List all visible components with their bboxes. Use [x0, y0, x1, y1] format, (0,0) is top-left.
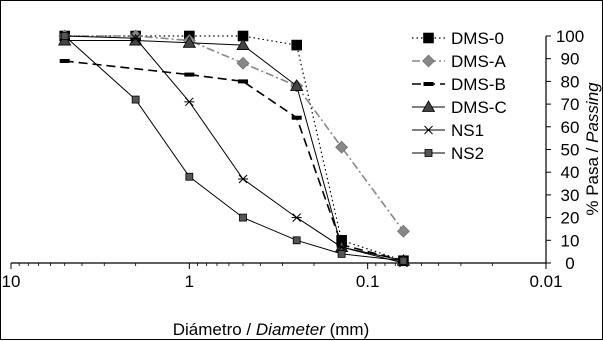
x-axis-title-italic: Diameter	[256, 320, 326, 339]
legend-label-ns2: NS2	[451, 144, 484, 163]
axes: 10 1 0.1 0.010 10 20 30 40 50 60 70 80 90 100	[2, 27, 585, 291]
data-point-dms-b	[184, 72, 195, 77]
series-dms-c	[57, 33, 411, 266]
series-line-dms-b	[64, 60, 404, 262]
y-tick-label: 100	[556, 27, 584, 46]
y-tick-label: 0	[565, 254, 574, 273]
legend: DMS-0 DMS-A DMS-B DMS-C NS1 NS2	[412, 29, 507, 163]
data-point-ns2	[399, 256, 408, 265]
data-point-dms-a	[236, 56, 250, 70]
series-line-dms-0	[64, 35, 404, 262]
x-axis-title-unit: (mm)	[325, 320, 369, 339]
y-tick-label: 60	[561, 118, 580, 137]
data-point-dms-c	[236, 38, 250, 50]
x-axis-title-plain: Diámetro /	[173, 320, 256, 339]
legend-label-ns1: NS1	[451, 121, 484, 140]
legend-item-ns1: NS1	[412, 121, 484, 140]
data-point-dms-a	[397, 224, 410, 238]
legend-item-ns2: NS2	[412, 144, 484, 163]
y-tick-label: 30	[561, 186, 580, 205]
legend-label-dms-c: DMS-C	[451, 98, 507, 117]
legend-marker-dms-c	[421, 100, 436, 112]
x-tick-label: 0.1	[356, 272, 380, 291]
x-tick-label: 0.01	[529, 272, 562, 291]
series-line-dms-a	[64, 35, 405, 232]
y-axis-title-plain: % Pasa /	[583, 143, 602, 216]
legend-marker-dms-a	[422, 54, 435, 68]
data-point-ns2	[292, 236, 301, 245]
series-line-dms-c	[64, 40, 404, 262]
data-point-ns2	[131, 95, 140, 104]
legend-label-dms-a: DMS-A	[451, 52, 506, 71]
data-point-dms-b	[59, 58, 70, 63]
data-point-dms-c	[290, 79, 304, 91]
legend-item-dms-0: DMS-0	[412, 29, 504, 48]
legend-marker-dms-0	[423, 32, 434, 44]
data-point-ns2	[60, 32, 69, 40]
data-point-dms-a	[335, 140, 349, 154]
data-point-dms-b	[291, 115, 302, 120]
y-tick-label: 80	[561, 72, 580, 91]
data-point-ns1	[291, 213, 302, 222]
y-tick-label: 10	[561, 231, 580, 250]
legend-marker-ns1	[423, 125, 434, 135]
legend-marker-ns2	[424, 149, 433, 157]
data-point-ns2	[185, 172, 194, 181]
y-tick-label: 20	[561, 209, 580, 228]
x-tick-label: 1	[185, 272, 194, 291]
x-axis-title: Diámetro / Diameter (mm)	[173, 320, 369, 339]
series-line-ns1	[64, 35, 404, 264]
series-ns1	[59, 31, 409, 268]
data-point-ns2	[239, 213, 247, 222]
y-axis-title-italic: Passing	[583, 82, 602, 143]
series-line-ns2	[64, 35, 404, 262]
data-point-ns2	[337, 250, 346, 258]
legend-marker-dms-b	[423, 82, 434, 86]
data-point-ns1	[238, 174, 249, 184]
y-tick-label: 70	[561, 95, 580, 114]
data-point-dms-0	[291, 39, 303, 51]
series-dms-b	[59, 58, 409, 263]
data-point-ns1	[130, 33, 141, 43]
y-tick-label: 90	[561, 50, 580, 69]
data-point-ns1	[184, 97, 195, 107]
x-tick-label: 10	[2, 272, 21, 291]
data-point-ns1	[336, 242, 347, 252]
series-ns2	[60, 32, 408, 265]
series-layer	[57, 29, 411, 268]
legend-item-dms-b: DMS-B	[412, 75, 506, 94]
legend-label-dms-b: DMS-B	[451, 75, 506, 94]
legend-item-dms-c: DMS-C	[412, 98, 507, 117]
data-point-dms-b	[238, 79, 249, 84]
series-dms-a	[58, 29, 410, 238]
y-axis-title: % Pasa / Passing	[583, 82, 602, 216]
data-point-dms-c	[182, 36, 197, 48]
legend-label-dms-0: DMS-0	[451, 29, 504, 48]
y-tick-label: 50	[561, 141, 580, 160]
legend-item-dms-a: DMS-A	[412, 52, 506, 71]
y-tick-label: 40	[561, 163, 580, 182]
